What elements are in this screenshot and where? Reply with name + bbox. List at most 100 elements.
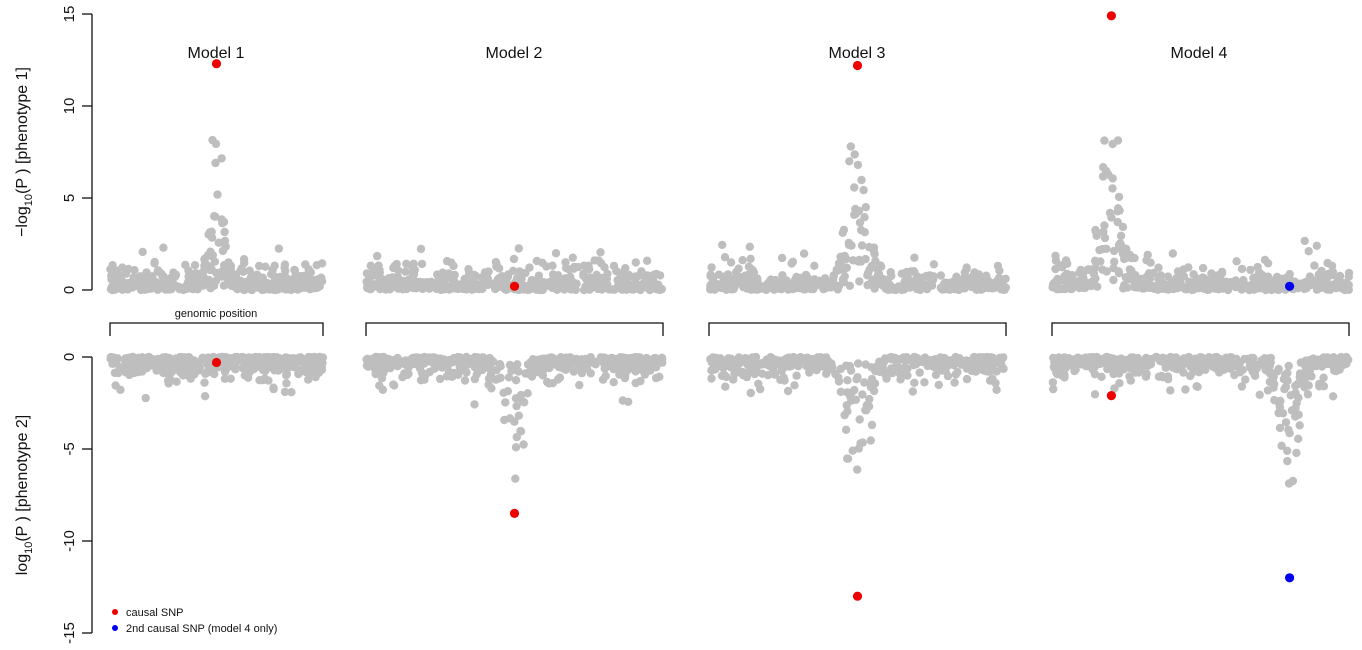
snp-point	[1303, 361, 1312, 371]
snp-point	[738, 256, 747, 265]
snp-point	[181, 369, 190, 379]
snp-point	[1280, 385, 1289, 394]
causal-snp-bottom-model-2	[509, 508, 520, 518]
snp-point	[860, 378, 869, 387]
snp-point	[575, 380, 584, 390]
snp-point	[1296, 358, 1306, 367]
snp-point	[721, 382, 730, 391]
snp-point	[1253, 262, 1262, 272]
snp-point	[652, 282, 661, 291]
snp-point	[207, 233, 217, 242]
snp-point	[658, 358, 667, 367]
snp-point	[854, 359, 863, 368]
snp-point	[999, 364, 1008, 373]
snp-point	[1154, 372, 1164, 381]
snp-point	[1271, 276, 1280, 285]
snp-point	[527, 275, 536, 285]
snp-point	[720, 273, 729, 283]
snp-point	[1179, 368, 1188, 377]
snp-point	[1115, 379, 1124, 388]
snp-point	[620, 356, 630, 366]
snp-point	[805, 368, 814, 377]
snp-point	[195, 366, 204, 375]
snp-point	[1145, 283, 1155, 293]
snp-point	[936, 271, 946, 280]
snp-point	[799, 249, 809, 258]
snp-point	[220, 374, 230, 383]
second-causal-snp-top-model-4	[1285, 281, 1295, 291]
snp-point	[609, 364, 618, 374]
snp-point	[631, 258, 640, 267]
snp-point	[857, 175, 866, 185]
snp-point	[307, 276, 316, 285]
snp-point	[746, 388, 755, 398]
snp-point	[501, 398, 510, 407]
snp-point	[161, 353, 170, 363]
snp-point	[836, 387, 846, 396]
snp-point	[763, 371, 773, 380]
snp-point	[784, 285, 793, 294]
snp-point	[1113, 217, 1122, 227]
snp-point	[220, 227, 229, 237]
snp-point	[599, 282, 608, 292]
snp-point	[401, 281, 410, 290]
snp-point	[637, 267, 646, 276]
snp-point	[851, 395, 861, 404]
snp-point	[176, 353, 185, 362]
snp-point	[1090, 390, 1100, 399]
snp-point	[255, 376, 264, 385]
snp-point	[834, 377, 844, 386]
snp-point	[956, 282, 965, 291]
snp-point	[287, 388, 296, 397]
panel-model-2-points	[362, 244, 667, 518]
snp-point	[1195, 353, 1205, 362]
snp-point	[1168, 355, 1177, 364]
snp-point	[432, 284, 441, 294]
snp-point	[208, 251, 217, 260]
snp-point	[1273, 367, 1282, 376]
snp-point	[750, 358, 759, 368]
snp-point	[118, 263, 127, 272]
snp-point	[449, 368, 459, 378]
snp-point	[1237, 264, 1247, 274]
snp-point	[1277, 274, 1287, 284]
snp-point	[935, 366, 945, 375]
snp-point	[470, 374, 480, 384]
snp-points	[106, 11, 1354, 601]
snp-point	[900, 269, 909, 278]
snp-point	[538, 258, 547, 267]
snp-point	[271, 284, 280, 294]
snp-point	[1109, 246, 1119, 256]
snp-point	[225, 268, 234, 277]
snp-point	[782, 359, 791, 368]
snp-point	[1292, 398, 1301, 408]
snp-point	[1154, 263, 1163, 272]
snp-point	[596, 353, 605, 362]
snp-point	[1340, 358, 1349, 368]
snp-point	[175, 283, 184, 292]
snp-point	[1099, 227, 1108, 237]
snp-point	[945, 356, 955, 365]
snp-point	[855, 415, 864, 424]
snp-point	[548, 261, 557, 270]
snp-point	[240, 258, 249, 268]
snp-point	[486, 365, 495, 374]
snp-point	[429, 358, 439, 368]
snp-point	[200, 392, 210, 401]
snp-point	[893, 283, 902, 292]
snp-point	[261, 262, 270, 271]
snp-point	[863, 271, 872, 280]
snp-point	[1239, 281, 1248, 291]
snp-point	[1344, 280, 1353, 290]
snp-point	[1305, 272, 1315, 281]
snp-point	[1118, 249, 1128, 258]
snp-point	[867, 261, 876, 271]
snp-point	[853, 465, 862, 474]
snp-point	[181, 260, 190, 270]
snp-point	[150, 257, 159, 267]
snp-point	[1179, 265, 1188, 274]
snp-point	[1130, 253, 1139, 263]
causal-snp-top-model-1	[211, 59, 222, 69]
snp-point	[908, 387, 917, 396]
snp-point	[952, 272, 961, 281]
